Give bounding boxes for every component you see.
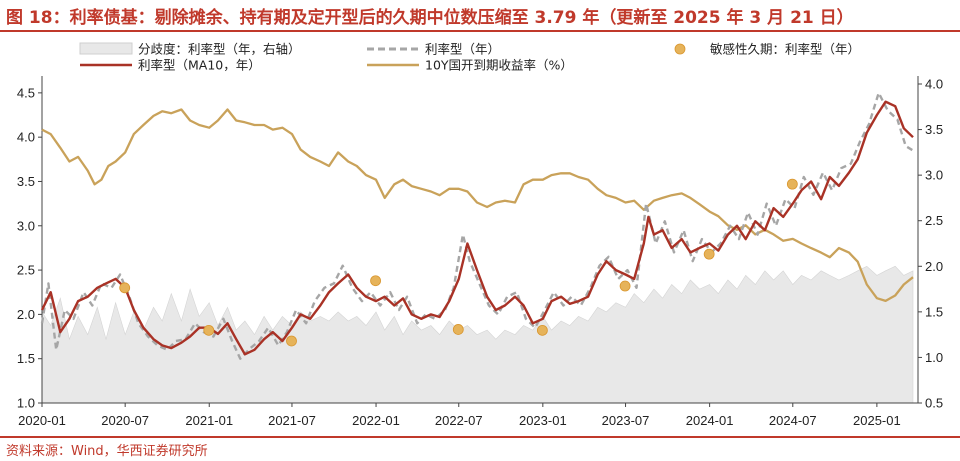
chart-area: 1.0 1.5 2.0 2.5 3.0 3.5 4.0 4.5 0.5 1.0 1.5 2.0 2.5 3… xyxy=(17,42,943,429)
yield-10y-line xyxy=(41,108,914,303)
sensitivity-duration-dot xyxy=(619,280,631,292)
y-left-tick-label: 2.5 xyxy=(17,263,35,278)
x-tick-label: 2025-01 xyxy=(853,413,901,428)
x-tick-label: 2020-01 xyxy=(18,413,66,428)
y-right-tick-label: 3.0 xyxy=(925,168,943,183)
legend-label: 利率型（MA10，年） xyxy=(138,58,261,73)
y-left-tick-label: 1.0 xyxy=(17,396,35,411)
y-right-tick-label: 2.5 xyxy=(925,213,943,228)
x-tick-label: 2024-07 xyxy=(769,413,817,428)
legend-swatch-dot xyxy=(674,43,686,55)
legend-item: 敏感性久期：利率型（年） xyxy=(674,42,860,57)
x-tick-label: 2021-01 xyxy=(185,413,233,428)
sensitivity-duration-dot xyxy=(286,335,297,347)
sensitivity-duration-dot xyxy=(786,178,798,190)
title-divider xyxy=(0,30,960,32)
dispersion-area-layer xyxy=(41,265,914,404)
legend-label: 敏感性久期：利率型（年） xyxy=(710,42,860,57)
legend-label: 分歧度：利率型（年，右轴） xyxy=(138,42,301,57)
x-tick-label: 2024-01 xyxy=(686,413,734,428)
y-left-tick-label: 2.0 xyxy=(17,307,35,322)
sensitivity-duration-dot xyxy=(203,324,215,336)
series-lines-layer xyxy=(40,91,914,360)
sensitivity-duration-dot xyxy=(536,324,548,336)
y-right-tick-label: 4.0 xyxy=(925,77,943,92)
sensitivity-duration-dot xyxy=(119,282,131,294)
x-tick-label: 2023-07 xyxy=(602,413,650,428)
x-tick-label: 2020-07 xyxy=(101,413,149,428)
legend-item: 分歧度：利率型（年，右轴） xyxy=(79,42,301,57)
axes-layer: 1.0 1.5 2.0 2.5 3.0 3.5 4.0 4.5 0.5 1.0 1.5 2.0 2.5 3… xyxy=(17,76,943,428)
source-divider xyxy=(0,436,960,438)
legend-item: 利率型（MA10，年） xyxy=(80,58,261,73)
y-left-tick-label: 4.0 xyxy=(17,130,35,145)
legend-label: 10Y国开到期收益率（%） xyxy=(425,58,573,73)
y-right-tick-label: 1.0 xyxy=(925,350,943,365)
legend-item: 利率型（年） xyxy=(367,42,500,57)
chart-header: 图 18：利率债基：剔除摊余、持有期及定开型后的久期中位数压缩至 3.79 年（… xyxy=(0,0,960,30)
y-left-tick-label: 4.5 xyxy=(17,85,35,100)
y-left-tick-label: 3.0 xyxy=(17,218,35,233)
dispersion-area xyxy=(41,265,914,404)
x-tick-label: 2023-01 xyxy=(519,413,567,428)
y-right-tick-label: 0.5 xyxy=(925,396,943,411)
legend-swatch-area xyxy=(79,42,133,55)
y-left-tick-label: 3.5 xyxy=(17,174,35,189)
sensitivity-dots-layer xyxy=(119,178,798,347)
chart-title: 图 18：利率债基：剔除摊余、持有期及定开型后的久期中位数压缩至 3.79 年（… xyxy=(6,8,854,28)
duration-ma10-line xyxy=(40,100,914,356)
y-left-tick-label: 1.5 xyxy=(17,351,35,366)
source-note: 资料来源：Wind，华西证券研究所 xyxy=(6,444,208,459)
legend-label: 利率型（年） xyxy=(425,42,500,57)
x-tick-label: 2022-01 xyxy=(352,413,400,428)
sensitivity-duration-dot xyxy=(370,275,381,287)
x-tick-label: 2022-07 xyxy=(435,413,483,428)
legend-item: 10Y国开到期收益率（%） xyxy=(367,58,573,73)
sensitivity-duration-dot xyxy=(452,324,464,335)
legend: 分歧度：利率型（年，右轴） 利率型（年） 敏感性久期：利率型（年） 利率型（MA10，… xyxy=(79,42,860,73)
y-right-tick-label: 1.5 xyxy=(925,304,943,319)
x-tick-label: 2021-07 xyxy=(268,413,316,428)
y-right-tick-label: 3.5 xyxy=(925,122,943,137)
sensitivity-duration-dot xyxy=(703,248,715,260)
y-right-tick-label: 2.0 xyxy=(925,259,943,274)
